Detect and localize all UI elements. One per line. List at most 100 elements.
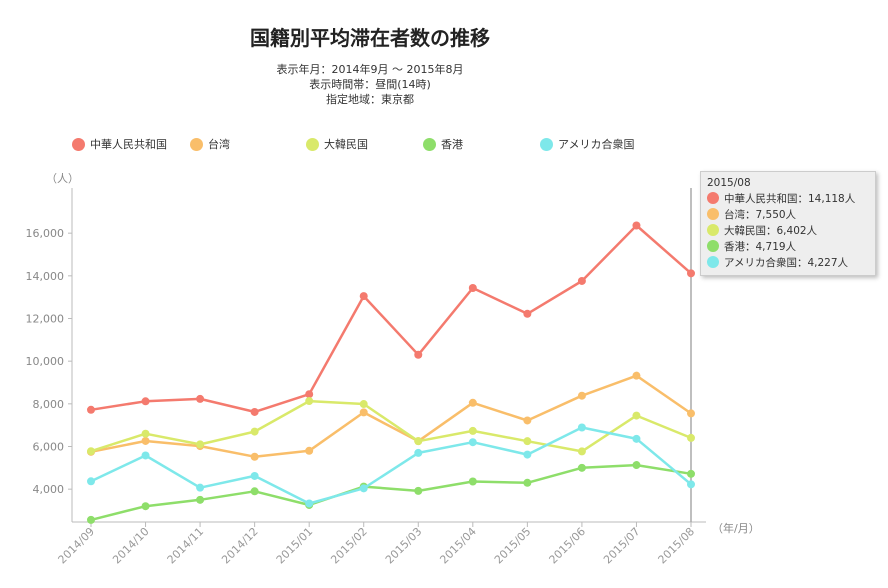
tooltip-text: 中華人民共和国：14,118人 [724, 192, 856, 205]
y-tick-label: 10,000 [26, 355, 65, 368]
legend-marker [423, 137, 436, 151]
series-台湾 [87, 371, 695, 461]
y-tick-label: 8,000 [33, 398, 65, 411]
data-point [414, 437, 423, 446]
y-tick-label: 14,000 [26, 270, 65, 283]
data-point [414, 448, 423, 457]
series-アメリカ合衆国 [87, 423, 695, 508]
data-point [141, 397, 150, 406]
legend-item-hongkong[interactable]: 香港 [423, 135, 463, 153]
legend-label: 台湾 [208, 138, 230, 151]
series-大韓民国 [87, 397, 695, 456]
data-point [468, 398, 477, 407]
data-point [359, 292, 368, 301]
legend-marker [72, 137, 85, 151]
y-tick-label: 12,000 [26, 313, 65, 326]
data-point [141, 429, 150, 438]
tooltip-text: 香港：4,719人 [724, 240, 797, 253]
legend-label: アメリカ合衆国 [558, 138, 635, 151]
tooltip-marker [707, 224, 719, 236]
tooltip-marker [707, 256, 719, 268]
data-point [250, 427, 259, 436]
y-tick-label: 16,000 [26, 227, 65, 240]
data-point [468, 283, 477, 292]
data-point [141, 502, 150, 511]
data-point [87, 515, 95, 524]
legend-item-china[interactable]: 中華人民共和国 [72, 135, 167, 153]
data-point [196, 483, 205, 492]
subtitle-period: 表示年月：2014年9月 ～ 2015年8月 [276, 63, 464, 76]
data-point [632, 461, 641, 470]
tooltip-row-korea: 大韓民国：6,402人 [707, 222, 869, 238]
subtitle-area: 指定地域：東京都 [326, 93, 414, 106]
x-tick-label: 2015/01 [274, 525, 316, 567]
tooltip-marker [707, 208, 719, 220]
x-tick-label: 2015/02 [328, 525, 370, 567]
data-point [687, 469, 695, 478]
series-line [90, 399, 692, 453]
data-point [468, 426, 477, 435]
data-point [196, 394, 205, 403]
legend-item-korea[interactable]: 大韓民国 [306, 135, 368, 153]
data-point [250, 407, 259, 416]
data-point [468, 477, 477, 486]
y-axis-unit: （人） [46, 172, 79, 185]
data-point [687, 480, 695, 489]
data-point [632, 371, 641, 380]
data-point [250, 452, 259, 461]
x-tick-label: 2014/12 [219, 525, 261, 567]
data-tooltip: 2015/08 中華人民共和国：14,118人 台湾：7,550人 大韓民国：6… [700, 171, 876, 276]
legend-item-usa[interactable]: アメリカ合衆国 [540, 135, 634, 153]
tooltip-header: 2015/08 [707, 177, 751, 189]
x-tick-label: 2015/03 [383, 525, 425, 567]
data-point [468, 438, 477, 447]
legend-marker [190, 137, 203, 151]
data-point [632, 411, 641, 420]
x-tick-label: 2015/05 [492, 525, 534, 567]
data-point [523, 478, 532, 487]
x-tick-label: 2015/06 [547, 525, 589, 567]
data-point [523, 416, 532, 425]
data-point [414, 350, 423, 359]
legend-marker [306, 137, 319, 151]
series-line [90, 426, 692, 505]
legend-label: 中華人民共和国 [90, 138, 167, 151]
data-point [305, 397, 314, 406]
series-line [90, 463, 692, 522]
tooltip-marker [707, 192, 719, 204]
tooltip-marker [707, 240, 719, 252]
data-point [359, 400, 368, 409]
data-point [196, 440, 205, 449]
data-point [305, 390, 314, 399]
data-point [577, 423, 586, 432]
data-point [414, 486, 423, 495]
legend-item-taiwan[interactable]: 台湾 [190, 135, 230, 153]
data-point [196, 495, 205, 504]
y-tick-label: 6,000 [33, 441, 65, 454]
data-point [250, 471, 259, 480]
data-point [250, 487, 259, 496]
data-point [523, 437, 532, 446]
x-tick-label: 2014/09 [56, 525, 98, 567]
tooltip-row-china: 中華人民共和国：14,118人 [707, 190, 869, 206]
subtitle-time: 表示時間帯：昼間(14時) [309, 78, 431, 91]
data-point [141, 436, 150, 445]
tooltip-row-usa: アメリカ合衆国：4,227人 [707, 254, 869, 270]
chart-subtitle: 表示年月：2014年9月 ～ 2015年8月 表示時間帯：昼間(14時) 指定地… [0, 62, 740, 107]
data-point [687, 409, 695, 418]
data-point [577, 391, 586, 400]
data-point [523, 450, 532, 459]
x-tick-label: 2015/08 [656, 525, 698, 567]
x-tick-label: 2014/11 [165, 525, 207, 567]
data-point [141, 451, 150, 460]
legend-label: 大韓民国 [324, 138, 368, 151]
series-line [90, 374, 692, 458]
data-point [359, 408, 368, 417]
data-point [687, 269, 695, 278]
data-point [577, 447, 586, 456]
tooltip-text: アメリカ合衆国：4,227人 [724, 256, 849, 269]
y-tick-label: 4,000 [33, 483, 65, 496]
data-point [359, 484, 368, 493]
x-tick-label: 2014/10 [110, 525, 152, 567]
